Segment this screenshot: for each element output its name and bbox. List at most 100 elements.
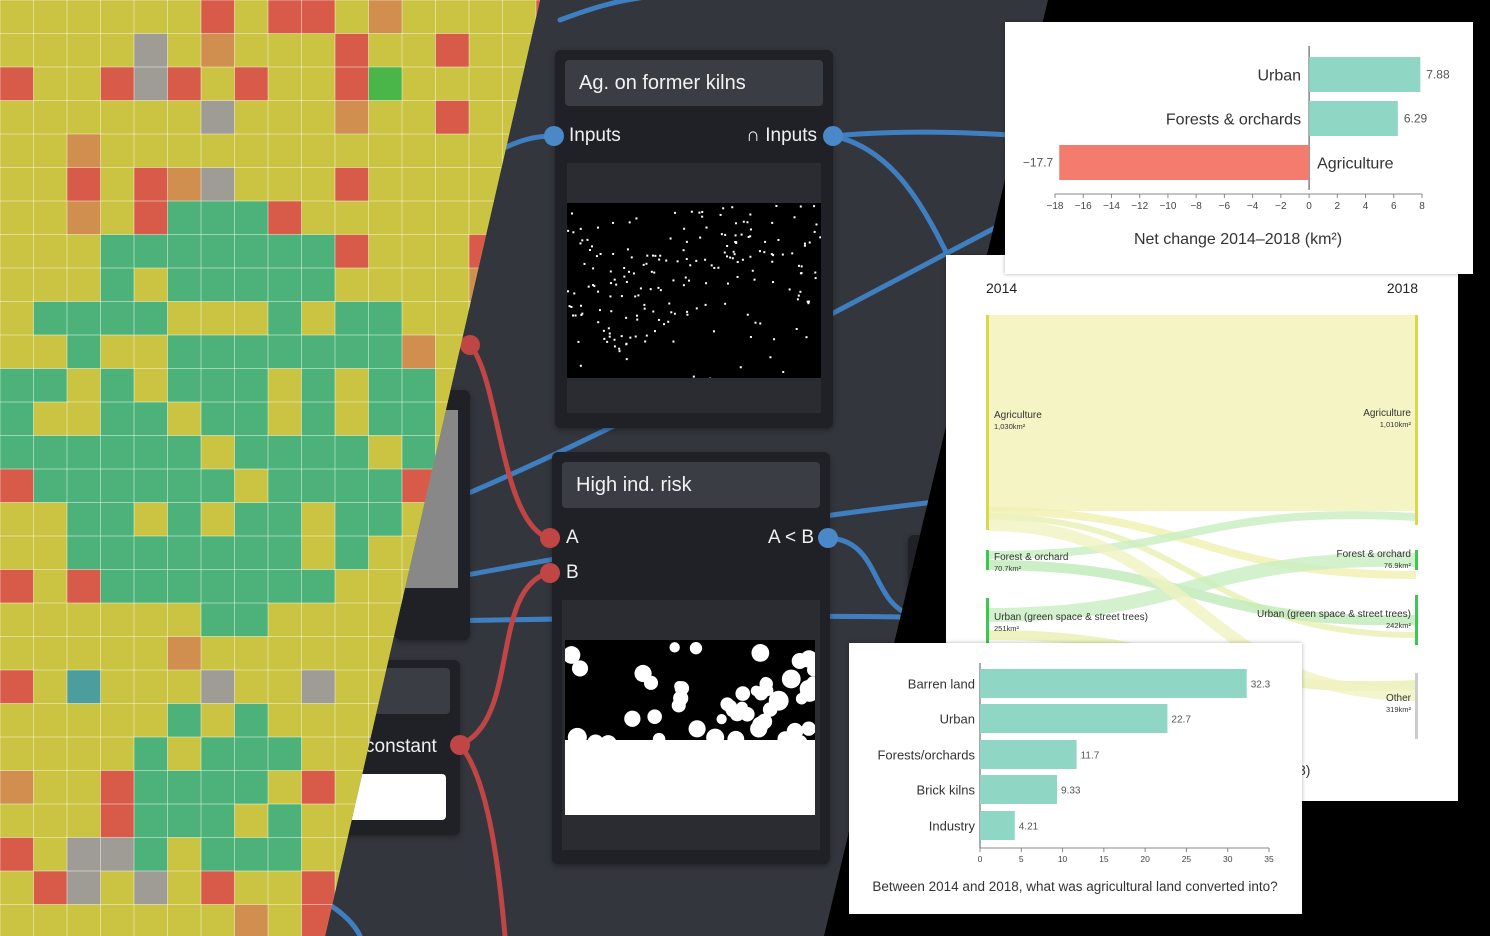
risk-output-port[interactable] <box>818 528 838 548</box>
map-cell[interactable] <box>201 670 235 704</box>
map-cell[interactable] <box>0 268 34 302</box>
map-cell[interactable] <box>234 234 269 269</box>
map-cell[interactable] <box>33 335 68 369</box>
map-cell[interactable] <box>335 737 369 771</box>
map-cell[interactable] <box>134 469 168 503</box>
map-cell[interactable] <box>435 167 470 202</box>
map-cell[interactable] <box>0 770 34 805</box>
map-cell[interactable] <box>0 67 34 101</box>
map-cell[interactable] <box>469 0 503 34</box>
map-cell[interactable] <box>335 268 369 302</box>
map-cell[interactable] <box>33 100 68 135</box>
map-cell[interactable] <box>167 301 202 336</box>
map-cell[interactable] <box>134 167 168 202</box>
map-cell[interactable] <box>301 871 336 905</box>
map-cell[interactable] <box>234 536 269 570</box>
map-cell[interactable] <box>402 402 436 436</box>
map-cell[interactable] <box>0 871 34 905</box>
map-cell[interactable] <box>167 368 202 403</box>
map-cell[interactable] <box>134 368 168 403</box>
map-cell[interactable] <box>33 871 68 905</box>
map-cell[interactable] <box>67 904 101 936</box>
map-cell[interactable] <box>100 335 135 369</box>
map-cell[interactable] <box>201 100 235 135</box>
map-cell[interactable] <box>33 368 68 403</box>
map-cell[interactable] <box>335 502 369 537</box>
map-cell[interactable] <box>167 167 202 202</box>
map-cell[interactable] <box>134 603 168 637</box>
map-cell[interactable] <box>167 603 202 637</box>
map-cell[interactable] <box>435 134 470 168</box>
map-cell[interactable] <box>402 100 436 135</box>
map-cell[interactable] <box>100 234 135 269</box>
map-cell[interactable] <box>368 502 403 537</box>
map-cell[interactable] <box>100 0 135 34</box>
map-cell[interactable] <box>402 301 436 336</box>
map-cell[interactable] <box>33 737 68 771</box>
map-cell[interactable] <box>201 435 235 470</box>
map-cell[interactable] <box>234 0 269 34</box>
map-cell[interactable] <box>234 402 269 436</box>
map-cell[interactable] <box>134 201 168 235</box>
map-cell[interactable] <box>0 569 34 604</box>
map-cell[interactable] <box>0 368 34 403</box>
map-cell[interactable] <box>268 435 302 470</box>
map-cell[interactable] <box>134 402 168 436</box>
map-cell[interactable] <box>67 837 101 872</box>
map-cell[interactable] <box>301 703 336 738</box>
map-cell[interactable] <box>301 335 336 369</box>
map-cell[interactable] <box>134 268 168 302</box>
map-cell[interactable] <box>67 670 101 704</box>
map-cell[interactable] <box>335 536 369 570</box>
map-cell[interactable] <box>435 201 470 235</box>
map-cell[interactable] <box>67 871 101 905</box>
map-cell[interactable] <box>0 100 34 135</box>
map-cell[interactable] <box>167 67 202 101</box>
map-cell[interactable] <box>402 67 436 101</box>
map-cell[interactable] <box>33 770 68 805</box>
map-cell[interactable] <box>134 335 168 369</box>
map-cell[interactable] <box>234 67 269 101</box>
map-cell[interactable] <box>201 770 235 805</box>
map-cell[interactable] <box>0 134 34 168</box>
map-cell[interactable] <box>201 469 235 503</box>
map-cell[interactable] <box>368 167 403 202</box>
map-cell[interactable] <box>67 67 101 101</box>
map-cell[interactable] <box>335 167 369 202</box>
map-cell[interactable] <box>402 234 436 269</box>
map-cell[interactable] <box>234 737 269 771</box>
map-cell[interactable] <box>0 201 34 235</box>
map-cell[interactable] <box>167 703 202 738</box>
map-cell[interactable] <box>67 335 101 369</box>
net-change-bar[interactable] <box>1309 101 1398 136</box>
map-cell[interactable] <box>167 33 202 68</box>
red-wire-endpoint[interactable] <box>460 335 480 355</box>
map-cell[interactable] <box>268 770 302 805</box>
red-wire-to-b[interactable] <box>457 570 551 748</box>
map-cell[interactable] <box>268 603 302 637</box>
map-cell[interactable] <box>368 469 403 503</box>
map-cell[interactable] <box>234 502 269 537</box>
red-wire-to-a[interactable] <box>467 342 551 541</box>
map-cell[interactable] <box>301 402 336 436</box>
map-cell[interactable] <box>234 268 269 302</box>
map-cell[interactable] <box>167 268 202 302</box>
map-cell[interactable] <box>0 502 34 537</box>
map-cell[interactable] <box>167 770 202 805</box>
map-cell[interactable] <box>134 703 168 738</box>
map-cell[interactable] <box>0 469 34 503</box>
map-cell[interactable] <box>368 234 403 269</box>
map-cell[interactable] <box>335 201 369 235</box>
map-cell[interactable] <box>335 636 369 671</box>
map-cell[interactable] <box>67 0 101 34</box>
map-cell[interactable] <box>201 335 235 369</box>
map-cell[interactable] <box>402 33 436 68</box>
map-cell[interactable] <box>33 636 68 671</box>
map-cell[interactable] <box>100 636 135 671</box>
map-cell[interactable] <box>0 402 34 436</box>
map-cell[interactable] <box>234 201 269 235</box>
map-cell[interactable] <box>100 569 135 604</box>
map-cell[interactable] <box>301 435 336 470</box>
map-cell[interactable] <box>134 871 168 905</box>
map-cell[interactable] <box>67 100 101 135</box>
